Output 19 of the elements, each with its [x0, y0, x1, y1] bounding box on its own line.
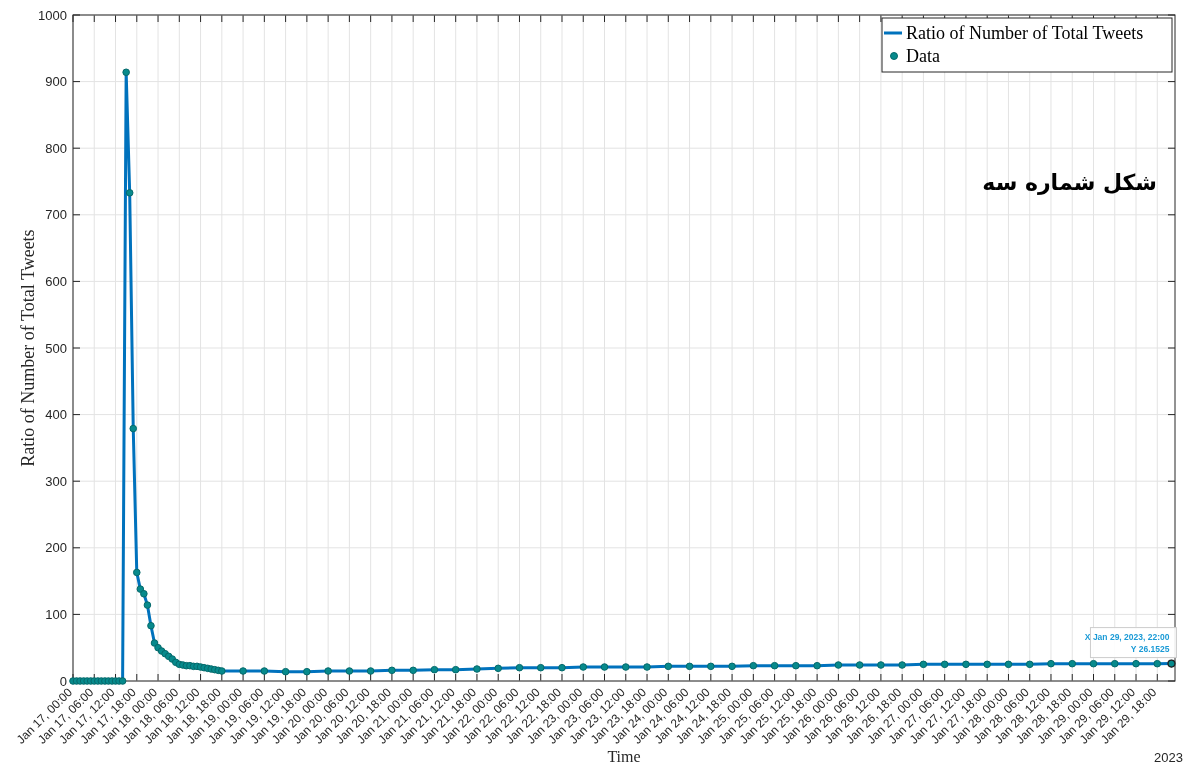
y-axis-title: Ratio of Number of Total Tweets: [18, 229, 38, 467]
y-tick-label: 200: [45, 540, 67, 556]
y-tick-label: 900: [45, 74, 67, 90]
legend-label: Ratio of Number of Total Tweets: [906, 23, 1144, 43]
y-tick-label: 600: [45, 273, 67, 289]
annotation: X Jan 29, 2023, 22:00 Y 26.1525: [1084, 631, 1170, 654]
y-tick-label: 0: [59, 673, 67, 689]
y-tick-label: 300: [45, 473, 67, 489]
y-tick-label: 400: [45, 407, 67, 423]
annotation: شکل شماره سه: [982, 170, 1157, 195]
y-tick-label: 500: [45, 340, 67, 356]
datatip: X Jan 29, 2023, 22:00 Y 26.1525: [1084, 627, 1177, 668]
x-axis-title: Time: [607, 748, 641, 765]
y-tick-label: 800: [45, 140, 67, 156]
y-tick-label: 1000: [38, 7, 67, 23]
legend-label: Data: [906, 46, 940, 66]
text: 2023: [1154, 750, 1183, 765]
y-tick-label: 100: [45, 606, 67, 622]
y-tick-label: 700: [45, 207, 67, 223]
